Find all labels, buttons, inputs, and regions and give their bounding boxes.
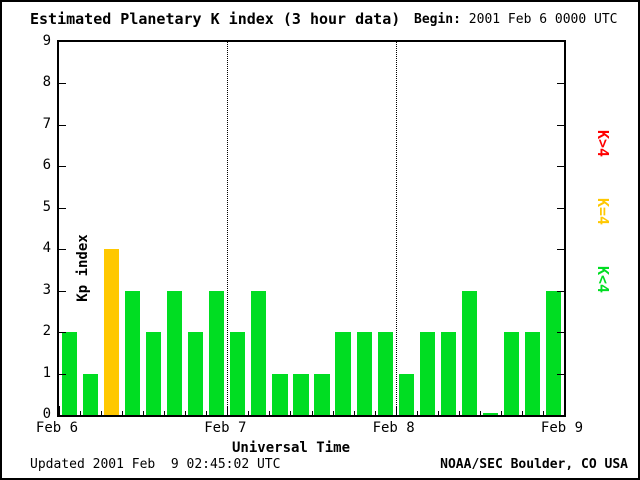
begin-value: 2001 Feb 6 0000 UTC [468,12,618,27]
x-tick-mark [269,411,271,415]
y-tick-mark [59,166,66,168]
y-tick-mark [59,207,66,209]
kp-bar [293,373,309,415]
y-tick-label: 5 [42,198,51,215]
kp-bar [209,290,225,415]
x-tick-mark [290,411,292,415]
kp-bar [398,373,414,415]
y-tick-mark [557,166,564,168]
kp-bar [251,290,267,415]
y-tick-mark [59,124,66,126]
day-boundary-gridline [395,42,397,415]
kp-bar [377,332,393,415]
x-tick-mark [248,411,250,415]
x-tick-mark [521,411,523,415]
x-tick-mark [374,411,376,415]
x-tick-mark [122,411,124,415]
x-tick-mark [416,411,418,415]
x-day-label: Feb 7 [204,420,247,436]
x-tick-mark [143,411,145,415]
x-tick-mark [437,411,439,415]
kp-bar [335,332,351,415]
updated-timestamp: Updated 2001 Feb 9 02:45:02 UTC [30,457,281,472]
begin-time: Begin: 2001 Feb 6 0000 UTC [414,12,618,27]
y-tick-mark [59,83,66,85]
kp-bar [188,332,204,415]
x-tick-mark [80,411,82,415]
kp-bar [146,332,162,415]
kp-bar [82,373,99,415]
x-tick-mark [458,411,460,415]
kp-bar [524,332,540,415]
kp-bar [461,290,477,415]
kp-bar [104,249,120,415]
y-tick-label: 4 [42,240,51,257]
day-boundary-gridline [227,42,229,415]
y-tick-mark [59,332,66,334]
y-tick-label: 0 [42,406,51,422]
kp-bar [314,373,330,415]
legend-item: K=4 [594,198,612,226]
kp-bar [482,412,498,415]
y-tick-mark [557,290,564,292]
kp-bar [230,332,246,415]
x-axis-label: Universal Time [232,440,351,456]
begin-label: Begin: [414,12,461,27]
x-tick-mark [227,406,229,415]
kp-bar [545,290,562,415]
legend-item: K>4 [594,130,612,158]
x-day-label: Feb 9 [540,420,584,436]
x-tick-mark [353,411,355,415]
x-tick-mark [206,411,208,415]
y-tick-label: 2 [42,323,51,340]
x-tick-mark [101,411,103,415]
y-tick-mark [557,83,564,85]
kp-bar [272,373,288,415]
y-tick-mark [557,124,564,126]
source-credit: NOAA/SEC Boulder, CO USA [440,457,628,472]
chart-title: Estimated Planetary K index (3 hour data… [30,10,401,28]
x-day-label: Feb 6 [35,420,79,436]
x-tick-mark [185,411,187,415]
y-tick-label: 9 [42,33,51,49]
x-day-label: Feb 8 [372,420,415,436]
kp-bar [167,290,183,415]
legend-item: K<4 [594,266,612,294]
kp-bar [125,290,141,415]
y-tick-mark [59,249,66,251]
y-tick-mark [557,207,564,209]
y-tick-label: 1 [42,364,51,381]
y-tick-label: 8 [42,74,51,91]
x-tick-mark [395,406,397,415]
kp-bar [61,332,78,415]
x-tick-mark [164,411,166,415]
x-tick-mark [542,411,544,415]
kp-bar [503,332,519,415]
x-tick-mark [59,406,60,415]
plot-area: Kp index [57,40,566,417]
y-tick-mark [557,373,564,375]
y-tick-label: 7 [42,115,51,132]
y-tick-mark [59,373,66,375]
x-tick-mark [479,411,481,415]
y-axis-label: Kp index [75,234,91,302]
kp-bar [419,332,435,415]
y-tick-mark [557,249,564,251]
y-tick-mark [557,332,564,334]
y-tick-label: 3 [42,281,51,298]
x-tick-mark [500,411,502,415]
kp-bar [440,332,456,415]
kp-bar [356,332,372,415]
y-tick-mark [59,290,66,292]
x-tick-mark [311,411,313,415]
x-tick-mark [564,406,565,415]
y-tick-label: 6 [42,157,51,174]
x-tick-mark [332,411,334,415]
